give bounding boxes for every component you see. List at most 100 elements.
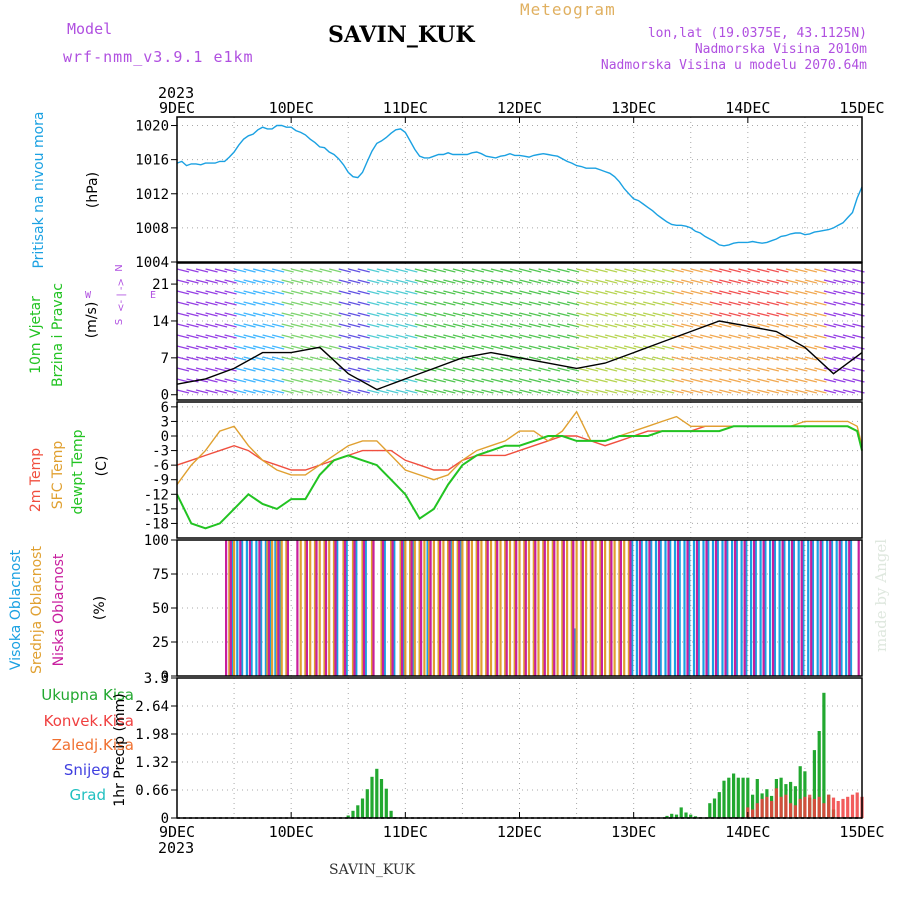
wind-arrow	[290, 378, 304, 383]
wind-arrow	[604, 345, 618, 350]
wind-arrow	[290, 312, 304, 317]
cloud-bar	[323, 540, 326, 676]
wind-arrow	[386, 323, 399, 328]
wind-arrow	[662, 334, 675, 339]
cloud-bar	[459, 540, 462, 676]
wind-arrow	[271, 389, 285, 394]
compass-w: W	[85, 290, 92, 301]
wind-arrow	[842, 268, 856, 273]
wind-arrow	[557, 378, 570, 383]
wind-arrow	[214, 301, 228, 306]
wind-arrow	[405, 290, 418, 295]
wind-ytick-label: 0	[161, 388, 169, 404]
wind-arrow	[795, 356, 808, 361]
wind-arrow	[338, 345, 351, 350]
wind-arrow	[823, 356, 837, 361]
wind-arrow	[348, 378, 361, 383]
wind-arrow	[462, 389, 475, 394]
wind-arrow	[367, 290, 380, 295]
wind-arrow	[490, 378, 504, 383]
cloud-bar	[645, 540, 648, 676]
cloud-bar	[556, 540, 559, 676]
wind-arrow	[271, 301, 285, 306]
wind-arrow	[367, 356, 380, 361]
wind-arrow	[785, 268, 799, 273]
cloud-bar	[315, 540, 318, 676]
cloud-bar	[426, 540, 429, 676]
wind-arrow	[319, 378, 332, 383]
wind-arrow	[290, 334, 304, 339]
wind-arrow	[452, 345, 466, 350]
wind-arrow	[576, 301, 589, 306]
wind-arrow	[690, 279, 703, 284]
wind-arrow	[386, 279, 399, 284]
precip-bar	[798, 798, 802, 818]
wind-arrow	[833, 323, 846, 328]
wind-arrow	[243, 367, 256, 372]
cloud-bar	[485, 540, 488, 676]
wind-arrow	[424, 312, 437, 317]
wind-arrow	[367, 312, 380, 317]
wind-arrow	[585, 301, 599, 306]
cloud-bar	[523, 540, 526, 676]
cloud-bar	[724, 540, 727, 676]
wind-arrow	[757, 389, 770, 394]
cloud-bar	[401, 540, 404, 676]
cloud-bar	[399, 540, 402, 676]
precip-bar	[375, 768, 379, 818]
wind-arrow	[243, 301, 256, 306]
cloud-bar	[721, 540, 724, 676]
wind-arrow	[500, 345, 513, 350]
wind-arrow	[310, 367, 323, 372]
wind-arrow	[348, 268, 361, 273]
wind-arrow	[681, 312, 694, 317]
cloud-bar	[705, 540, 708, 676]
wind-arrow	[623, 323, 637, 328]
wind-arrow	[271, 323, 285, 328]
wind-arrow	[471, 378, 485, 383]
wind-arrow	[633, 356, 646, 361]
wind-arrow	[757, 301, 770, 306]
cloud-bar	[800, 540, 803, 676]
wind-arrow	[766, 356, 780, 361]
cloud-bar	[811, 540, 814, 676]
wind-arrow	[662, 345, 675, 350]
precip-bar	[808, 794, 812, 818]
wind-arrow	[652, 268, 665, 273]
wind-arrow	[186, 279, 199, 284]
wind-arrow	[195, 356, 209, 361]
precip-bar	[846, 796, 850, 818]
wind-arrow	[719, 378, 732, 383]
cloud-bar	[821, 540, 824, 676]
wind-arrow	[300, 312, 313, 317]
precip-bar	[760, 798, 764, 818]
wind-arrow	[500, 334, 513, 339]
wind-arrow	[814, 389, 827, 394]
precip-bar	[717, 792, 721, 818]
cloud-bar	[450, 540, 453, 676]
wind-arrow	[290, 290, 304, 295]
cloud-bar	[600, 540, 603, 676]
cloud-bar	[659, 540, 662, 676]
temperature-ytick-label: -15	[144, 502, 169, 518]
wind-arrow	[623, 345, 637, 350]
wind-arrow	[176, 301, 190, 306]
wind-arrow	[633, 323, 646, 328]
wind-arrow	[728, 345, 741, 350]
wind-arrow	[681, 389, 694, 394]
wind-arrow	[224, 345, 237, 350]
cloud-panel-frame	[176, 539, 863, 677]
wind-arrow	[329, 367, 342, 372]
precip-bar	[722, 780, 726, 818]
wind-arrow	[433, 356, 447, 361]
cloud-bar	[304, 540, 307, 676]
wind-arrow	[842, 389, 856, 394]
wind-arrow	[652, 389, 665, 394]
wind-arrow	[681, 323, 694, 328]
wind-arrow	[367, 268, 380, 273]
wind-arrow	[681, 290, 694, 295]
wind-arrow	[823, 389, 837, 394]
wind-arrow	[643, 312, 656, 317]
wind-arrow	[671, 389, 684, 394]
wind-arrow	[519, 345, 532, 350]
